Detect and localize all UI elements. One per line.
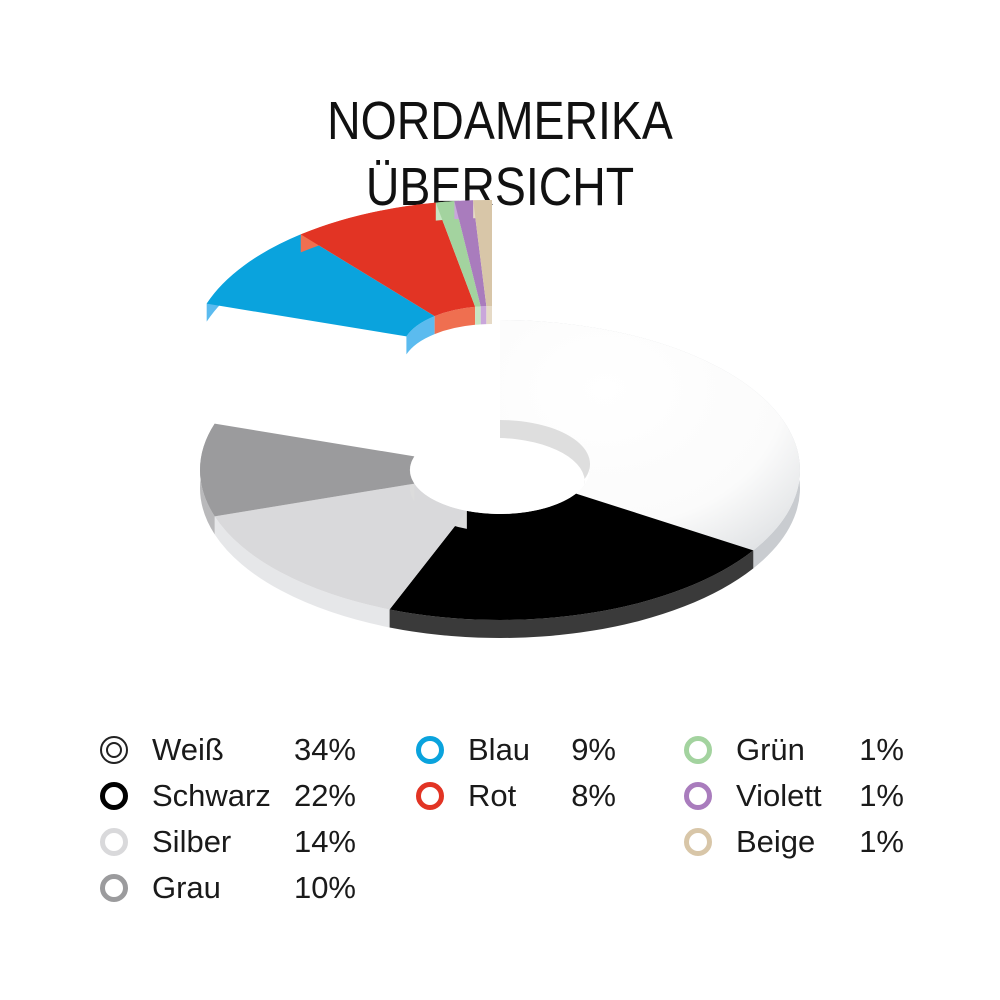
- slice-top: [214, 483, 467, 610]
- chart-title: NORDAMERIKA ÜBERSICHT: [70, 88, 930, 220]
- blue-ring-icon: [416, 736, 444, 764]
- slice-top: [500, 320, 800, 551]
- legend-item-grau: Grau 10%: [100, 866, 356, 910]
- slice-outer-wall: [389, 550, 754, 639]
- legend-label: Grün: [736, 732, 805, 767]
- slice-blau: [206, 234, 435, 355]
- legend-label: Grau: [152, 870, 221, 905]
- legend-label: Schwarz: [152, 778, 271, 813]
- donut-hole-lip: [500, 420, 590, 486]
- gray-ring-icon: [100, 874, 128, 902]
- slice-top: [473, 200, 492, 307]
- legend-label: Violett: [736, 778, 822, 813]
- legend-item-weiss: Weiß 34%: [100, 728, 356, 772]
- slice-inner-wall: [480, 306, 487, 325]
- legend-value: 1%: [859, 824, 904, 859]
- legend-item-silber: Silber 14%: [100, 820, 356, 864]
- silver-ring-icon: [100, 828, 128, 856]
- legend-value: 1%: [859, 732, 904, 767]
- title-line-1: NORDAMERIKA: [327, 91, 673, 151]
- slice-top: [200, 423, 415, 517]
- legend-item-rot: Rot 8%: [416, 774, 616, 818]
- white-ring-icon: [100, 736, 128, 764]
- legend-value: 22%: [293, 778, 356, 813]
- slice-inner-wall: [434, 306, 476, 335]
- green-ring-icon: [684, 736, 712, 764]
- beige-ring-icon: [684, 828, 712, 856]
- legend-label: Weiß: [152, 732, 224, 767]
- slice-inner-wall: [475, 306, 481, 325]
- donut-chart: [200, 200, 800, 639]
- slice-violett: [454, 200, 487, 325]
- donut-side-walls: [200, 320, 800, 639]
- legend-value: 8%: [571, 778, 616, 813]
- legend-value: 9%: [571, 732, 616, 767]
- legend-value: 10%: [293, 870, 356, 905]
- legend-value: 1%: [859, 778, 904, 813]
- legend-label: Rot: [468, 778, 517, 813]
- legend-value: 14%: [293, 824, 356, 859]
- legend-item-blau: Blau 9%: [416, 728, 616, 772]
- slice-top: [435, 201, 481, 307]
- slice-top: [454, 200, 487, 307]
- legend-item-violett: Violett 1%: [684, 774, 904, 818]
- slice-outer-wall: [214, 516, 390, 628]
- legend-item-schwarz: Schwarz 22%: [100, 774, 356, 818]
- slice-silber: [214, 483, 467, 628]
- slice-top: [206, 234, 435, 337]
- slice-top: [300, 202, 476, 317]
- slice-top: [389, 493, 754, 621]
- legend-label: Blau: [468, 732, 531, 767]
- slice-inner-wall: [406, 316, 435, 355]
- slice-grün: [435, 201, 481, 325]
- violet-ring-icon: [684, 782, 712, 810]
- slice-beige: [473, 200, 492, 325]
- donut-slices: [206, 200, 492, 355]
- slice-rot: [300, 202, 476, 335]
- donut-hole: [410, 426, 590, 514]
- legend-item-beige: Beige 1%: [684, 820, 904, 864]
- legend-value: 34%: [293, 732, 356, 767]
- slice-schwarz: [389, 493, 754, 639]
- legend-label: Beige: [736, 824, 816, 859]
- legend-label: Silber: [152, 824, 232, 859]
- legend-item-gruen: Grün 1%: [684, 728, 904, 772]
- black-ring-icon: [100, 782, 128, 810]
- red-ring-icon: [416, 782, 444, 810]
- slice-inner-wall: [486, 306, 492, 325]
